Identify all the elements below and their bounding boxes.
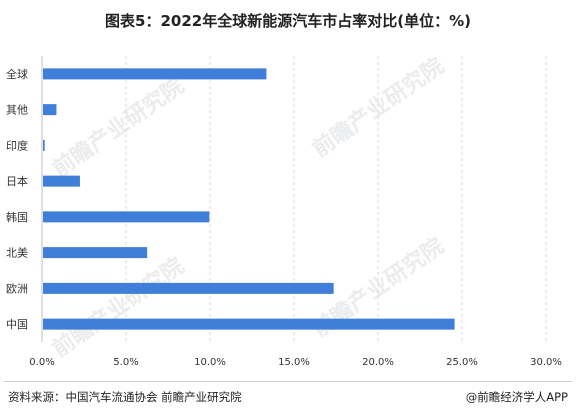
- bar: [43, 318, 455, 330]
- x-tick-label: 15.0%: [278, 357, 310, 368]
- source-note: 资料来源：中国汽车流通协会 前瞻产业研究院: [8, 390, 242, 404]
- category-label: 中国: [6, 318, 28, 331]
- footer-divider: [4, 381, 572, 382]
- bar: [43, 68, 267, 80]
- category-label: 韩国: [6, 210, 28, 224]
- brand-credit: @前瞻经济学人APP: [465, 390, 568, 404]
- bar: [43, 139, 45, 151]
- x-tick-label: 10.0%: [194, 357, 226, 368]
- bar: [43, 104, 57, 116]
- x-tick-label: 30.0%: [530, 357, 562, 368]
- bar: [43, 211, 210, 223]
- x-tick-label: 5.0%: [113, 357, 138, 368]
- bar-chart: 0.0% 5.0% 10.0% 15.0% 20.0% 25.0% 30.0% 全球其他印度日…: [6, 56, 562, 368]
- category-label: 其他: [6, 104, 28, 117]
- bar: [43, 247, 148, 259]
- bar: [43, 175, 80, 187]
- category-label: 印度: [6, 138, 28, 152]
- category-label: 北美: [6, 247, 28, 260]
- category-label: 全球: [6, 67, 28, 81]
- category-label: 欧洲: [6, 282, 28, 295]
- x-tick-label: 20.0%: [362, 357, 394, 368]
- x-tick-label: 0.0%: [29, 357, 54, 368]
- chart-title: 图表5：2022年全球新能源汽车市占率对比(单位：%): [105, 12, 471, 30]
- x-tick-label: 25.0%: [446, 357, 478, 368]
- bar: [43, 282, 334, 294]
- category-label: 日本: [6, 174, 28, 188]
